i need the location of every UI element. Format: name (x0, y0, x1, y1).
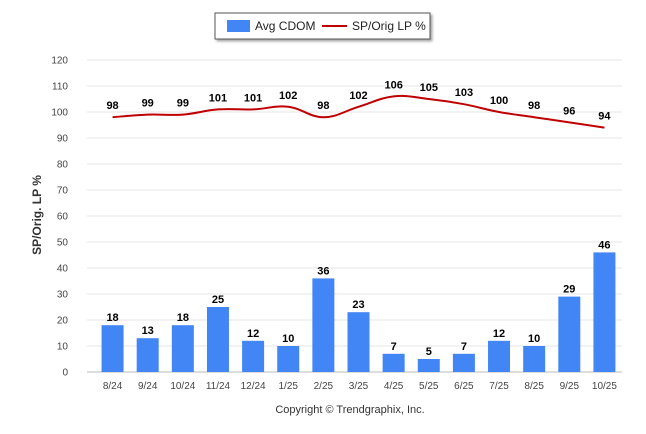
y-tick-label: 40 (57, 264, 69, 275)
line-value-label: 96 (563, 105, 575, 117)
bar (417, 359, 440, 372)
bar-value-label: 10 (282, 333, 294, 345)
x-axis-ticks: 8/24 9/24 10/24 11/24 12/24 1/25 2/25 3/25 4/25 5… (103, 381, 618, 392)
x-tick-label: 4/25 (384, 381, 404, 392)
bar-value-label: 18 (177, 312, 189, 324)
legend-label-line: SP/Orig LP % (352, 19, 426, 33)
line-value-label: 98 (106, 100, 118, 112)
bar (171, 325, 194, 372)
bar (277, 346, 300, 372)
x-tick-label: 10/25 (592, 381, 617, 392)
bar (136, 338, 159, 372)
line-value-label: 101 (209, 92, 227, 104)
bar-value-label: 10 (528, 333, 540, 345)
bar-value-label: 25 (212, 294, 224, 306)
x-tick-label: 1/25 (278, 381, 298, 392)
y-tick-label: 50 (57, 238, 69, 249)
bar-value-label: 13 (142, 325, 154, 337)
bar (312, 278, 335, 372)
y-tick-label: 90 (57, 134, 69, 145)
line-series (112, 94, 605, 129)
line-value-label: 103 (455, 87, 473, 99)
bar-series (101, 252, 616, 372)
bar (101, 325, 124, 372)
bar (488, 340, 511, 372)
y-tick-label: 80 (57, 160, 69, 171)
line-value-label: 98 (528, 100, 540, 112)
bar (347, 312, 370, 372)
line-value-label: 101 (244, 92, 262, 104)
line-value-label: 100 (490, 95, 508, 107)
x-tick-label: 6/25 (454, 381, 474, 392)
bar (206, 307, 229, 372)
bar-value-label: 18 (106, 312, 118, 324)
legend-label-bar: Avg CDOM (255, 19, 315, 33)
bar (558, 296, 581, 372)
line-value-label: 102 (279, 90, 297, 102)
bar (382, 353, 405, 372)
line-value-label: 99 (142, 98, 154, 110)
bar (452, 353, 475, 372)
x-tick-label: 12/24 (241, 381, 266, 392)
x-tick-label: 3/25 (349, 381, 369, 392)
bar-value-label: 7 (391, 341, 397, 353)
line-value-label: 94 (598, 111, 611, 123)
x-tick-label: 11/24 (206, 381, 231, 392)
y-axis-label: SP/Orig. LP % (30, 175, 44, 255)
legend[interactable]: Avg CDOM SP/Orig LP % (214, 12, 431, 40)
bar-value-label: 12 (493, 328, 505, 340)
y-tick-label: 100 (51, 108, 68, 119)
x-tick-label: 7/25 (489, 381, 509, 392)
bar-value-label: 29 (563, 284, 575, 296)
y-tick-label: 60 (57, 212, 69, 223)
line-value-label: 102 (349, 90, 367, 102)
x-tick-label: 9/25 (560, 381, 580, 392)
bar-value-label: 36 (317, 265, 329, 277)
x-tick-label: 5/25 (419, 381, 439, 392)
bar-value-label: 46 (598, 239, 610, 251)
x-tick-label: 8/24 (103, 381, 123, 392)
bar-value-label: 5 (426, 346, 432, 358)
y-tick-label: 20 (57, 316, 69, 327)
line-value-label: 98 (317, 100, 329, 112)
line-data-labels: 98 99 99 101 101 102 98 102 106 105 103 100 98 96 94 (106, 79, 611, 122)
bar (523, 346, 546, 372)
y-tick-label: 120 (51, 56, 68, 67)
bar (242, 340, 265, 372)
bar-data-labels: 18 13 18 25 12 10 36 23 7 5 7 12 10 29 46 (106, 239, 610, 358)
copyright-footer: Copyright © Trendgraphix, Inc. (275, 404, 424, 416)
legend-swatch-bar (227, 20, 250, 32)
y-tick-label: 110 (52, 82, 68, 93)
y-tick-label: 70 (57, 186, 69, 197)
x-tick-label: 2/25 (314, 381, 334, 392)
x-tick-label: 10/24 (170, 381, 195, 392)
y-tick-label: 10 (57, 342, 69, 353)
line-value-label: 106 (384, 79, 402, 91)
x-tick-label: 8/25 (524, 381, 544, 392)
bar (593, 252, 616, 372)
y-tick-label: 0 (62, 368, 68, 379)
bar-value-label: 12 (247, 328, 259, 340)
line-value-label: 99 (177, 98, 189, 110)
bar-value-label: 23 (352, 299, 364, 311)
gridlines (87, 59, 622, 373)
y-tick-label: 30 (57, 290, 69, 301)
bar-value-label: 7 (461, 341, 467, 353)
y-axis-ticks: 0 10 20 30 40 50 60 70 80 90 100 110 120 (51, 56, 68, 379)
x-tick-label: 9/24 (138, 381, 158, 392)
line-value-label: 105 (420, 82, 438, 94)
